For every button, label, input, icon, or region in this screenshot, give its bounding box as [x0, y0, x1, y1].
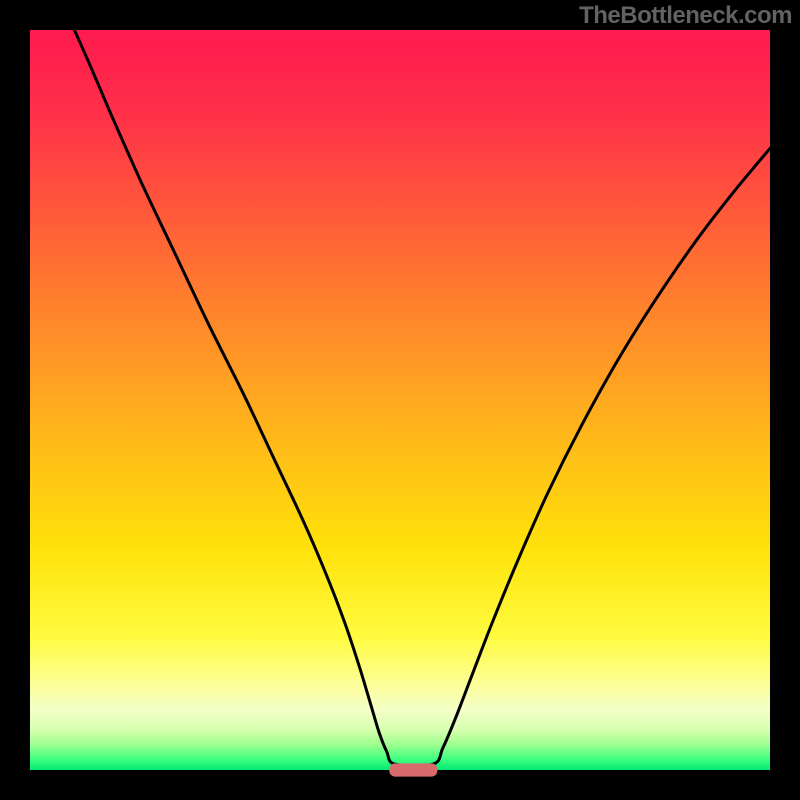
- chart-container: TheBottleneck.com: [0, 0, 800, 800]
- bottleneck-curve-chart: [0, 0, 800, 800]
- min-marker: [389, 763, 437, 776]
- plot-background: [30, 30, 770, 770]
- watermark-text: TheBottleneck.com: [579, 2, 792, 30]
